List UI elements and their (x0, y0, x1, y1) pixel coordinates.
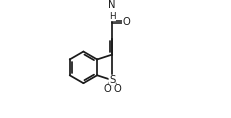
Text: O: O (122, 17, 130, 27)
Text: N: N (108, 0, 116, 10)
Text: H: H (108, 12, 115, 21)
Text: O: O (113, 84, 121, 94)
Text: S: S (109, 75, 115, 85)
Text: O: O (103, 84, 110, 94)
